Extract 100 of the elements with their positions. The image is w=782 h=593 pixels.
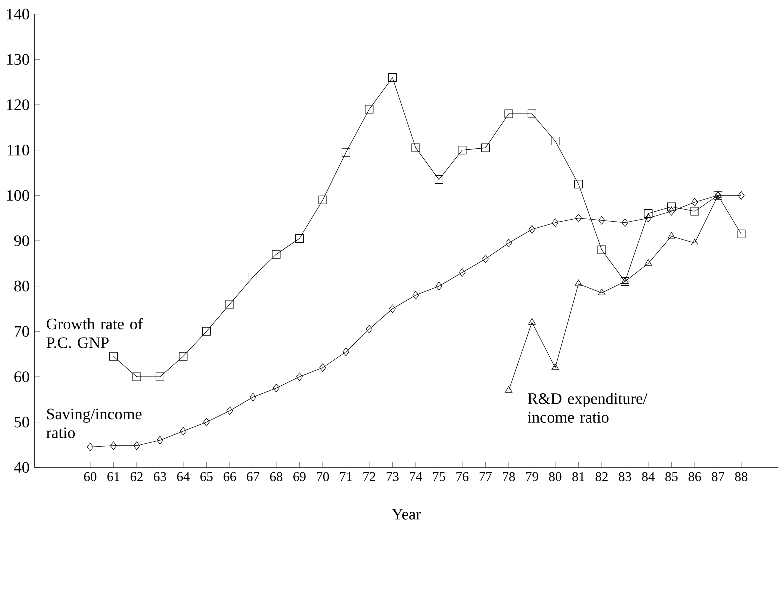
point xyxy=(87,443,94,452)
point xyxy=(272,250,281,259)
point xyxy=(179,352,188,361)
point xyxy=(389,304,396,314)
point xyxy=(528,318,536,325)
point xyxy=(366,325,373,334)
x-tick-label: 60 xyxy=(84,472,97,482)
x-tick-label: 67 xyxy=(247,472,260,482)
point xyxy=(365,105,374,114)
point xyxy=(645,214,652,223)
point xyxy=(552,364,560,370)
x-tick-label: 82 xyxy=(596,472,608,482)
point xyxy=(598,216,606,225)
point xyxy=(482,254,489,264)
point xyxy=(552,218,559,228)
point xyxy=(644,210,653,218)
point xyxy=(156,436,164,445)
x-tick-label: 63 xyxy=(154,472,166,482)
point xyxy=(620,278,630,286)
y-tick-label: 80 xyxy=(14,280,30,292)
point xyxy=(109,352,118,361)
x-tick-label: 77 xyxy=(480,472,492,482)
point xyxy=(668,207,675,216)
point xyxy=(412,291,420,300)
point xyxy=(412,144,420,152)
point xyxy=(180,427,187,436)
point xyxy=(714,191,722,198)
x-tick-label: 85 xyxy=(666,472,678,482)
point xyxy=(202,327,211,336)
point xyxy=(644,259,652,266)
point xyxy=(737,230,746,238)
point xyxy=(481,144,490,152)
point xyxy=(690,207,700,216)
point xyxy=(621,278,629,284)
x-tick-label: 84 xyxy=(642,472,655,482)
x-tick-label: 73 xyxy=(386,472,399,482)
point xyxy=(738,191,745,200)
y-tick-label: 70 xyxy=(15,326,30,338)
point xyxy=(574,180,583,189)
point xyxy=(226,300,234,309)
point xyxy=(528,225,536,234)
x-tick-label: 72 xyxy=(364,472,376,482)
point xyxy=(528,110,536,118)
point xyxy=(622,218,628,228)
y-tick-label: 140 xyxy=(7,8,30,20)
point xyxy=(668,232,676,239)
x-tick-label: 69 xyxy=(294,472,306,482)
point xyxy=(691,239,699,246)
y-tick-label: 120 xyxy=(7,100,30,110)
point xyxy=(598,246,606,254)
x-tick-label: 65 xyxy=(200,472,213,482)
x-tick-label: 78 xyxy=(503,472,516,482)
x-tick-label: 80 xyxy=(549,472,562,482)
point xyxy=(342,148,350,157)
series-label: R&D expenditure/ income ratio xyxy=(528,393,648,423)
y-tick-label: 60 xyxy=(14,372,30,382)
point xyxy=(248,272,258,282)
x-tick-label: 62 xyxy=(130,472,143,482)
point xyxy=(320,364,326,372)
x-tick-label: 64 xyxy=(177,472,190,482)
x-axis-title: Year xyxy=(392,509,422,520)
point xyxy=(295,234,304,244)
point xyxy=(156,372,164,382)
series-label: Growth rate of P.C. GNP xyxy=(46,318,144,348)
x-tick-label: 76 xyxy=(456,472,469,482)
x-tick-label: 61 xyxy=(108,472,120,482)
point xyxy=(574,280,582,286)
point xyxy=(575,214,582,223)
point xyxy=(203,418,210,427)
point xyxy=(388,74,397,82)
point xyxy=(505,386,513,393)
point xyxy=(436,282,442,291)
point xyxy=(459,268,466,278)
series-label: Saving/income ratio xyxy=(46,408,142,438)
x-tick-label: 79 xyxy=(526,472,538,482)
point xyxy=(551,137,560,146)
point xyxy=(434,176,444,184)
x-tick-label: 83 xyxy=(619,472,632,482)
x-tick-label: 68 xyxy=(270,472,283,482)
y-tick-label: 50 xyxy=(14,416,30,428)
x-tick-label: 71 xyxy=(340,472,352,482)
point xyxy=(342,348,350,356)
y-tick-label: 130 xyxy=(7,54,30,66)
point xyxy=(598,288,606,296)
point xyxy=(458,146,467,155)
x-tick-label: 74 xyxy=(410,472,422,482)
x-tick-label: 88 xyxy=(735,472,748,482)
point xyxy=(296,372,303,382)
point xyxy=(318,196,328,204)
x-tick-label: 70 xyxy=(317,472,330,482)
point xyxy=(273,384,280,393)
point xyxy=(134,442,140,450)
y-tick-label: 110 xyxy=(8,144,30,156)
point xyxy=(504,110,514,118)
point xyxy=(667,202,676,212)
x-tick-label: 86 xyxy=(688,472,702,482)
x-tick-label: 87 xyxy=(712,472,725,482)
y-tick-label: 40 xyxy=(14,462,30,474)
x-tick-label: 66 xyxy=(224,472,236,482)
x-tick-label: 75 xyxy=(433,472,446,482)
